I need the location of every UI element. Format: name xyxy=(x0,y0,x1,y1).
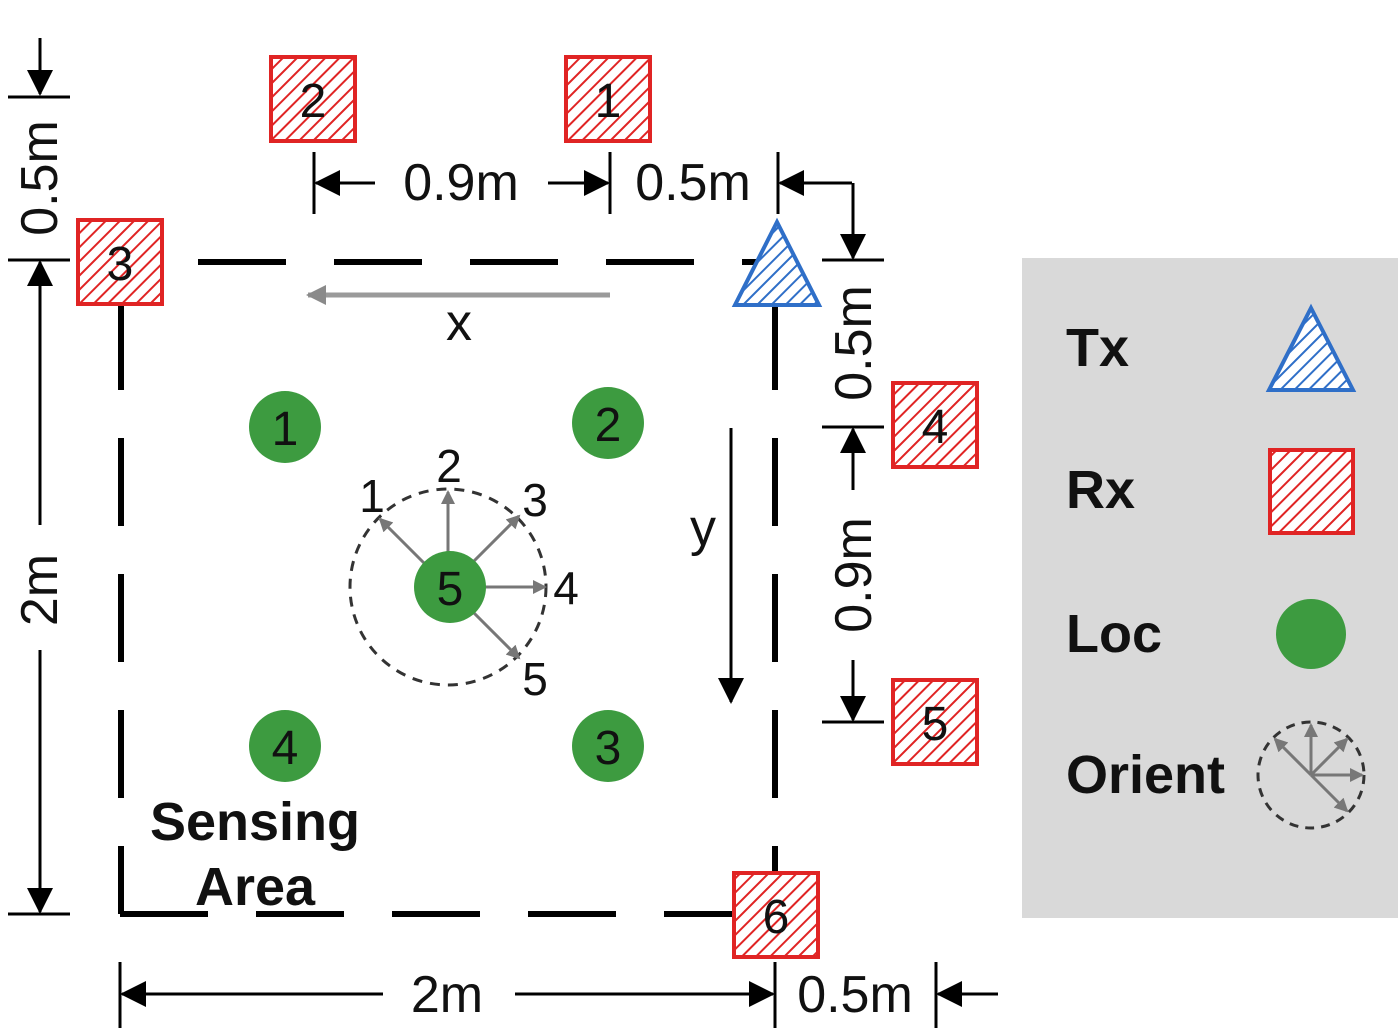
location-2: 2 xyxy=(572,387,644,459)
svg-text:5: 5 xyxy=(437,563,464,616)
sensing-area-label: Sensing Area xyxy=(150,790,365,917)
rx-1: 1 xyxy=(564,55,652,143)
legend-orient-label: Orient xyxy=(1066,745,1225,805)
rx-4: 4 xyxy=(891,381,979,469)
dim-rx2-to-rx1: 0.9m xyxy=(403,154,519,212)
svg-text:1: 1 xyxy=(595,75,622,128)
orientation-2-label: 2 xyxy=(436,440,462,492)
sensing-area-boundary xyxy=(118,259,778,917)
location-1: 1 xyxy=(249,391,321,463)
tx-triangle xyxy=(731,217,823,307)
rx-3: 3 xyxy=(76,218,164,306)
dim-tx-to-rx4: 0.5m xyxy=(825,285,883,401)
dim-rx4-to-rx5: 0.9m xyxy=(825,517,883,633)
svg-text:x: x xyxy=(446,294,472,352)
orientation-1-label: 1 xyxy=(359,470,385,522)
dimension-lines xyxy=(8,38,998,1028)
orientation-5-label: 5 xyxy=(522,653,548,705)
svg-text:4: 4 xyxy=(922,401,949,454)
x-axis-arrow: x xyxy=(306,285,610,352)
svg-text:2: 2 xyxy=(300,75,327,128)
svg-text:Sensing: Sensing xyxy=(150,792,360,852)
legend-tx-label: Tx xyxy=(1066,318,1129,378)
svg-text:6: 6 xyxy=(763,891,790,944)
orientation-4-label: 4 xyxy=(553,562,579,614)
legend-panel: Tx Rx Loc Orient xyxy=(1022,258,1398,918)
dim-bottom-width: 2m xyxy=(411,966,483,1024)
legend-orient-icon xyxy=(1256,720,1366,830)
svg-text:5: 5 xyxy=(922,698,949,751)
rx-2: 2 xyxy=(269,55,357,143)
dim-top-left-vertical: 0.5m xyxy=(11,120,69,236)
legend-loc-label: Loc xyxy=(1066,604,1162,664)
svg-text:3: 3 xyxy=(595,722,622,775)
legend-tx-icon xyxy=(1265,303,1357,392)
legend-loc-icon xyxy=(1276,599,1346,669)
location-3: 3 xyxy=(572,710,644,782)
svg-text:4: 4 xyxy=(272,722,299,775)
legend-rx-icon xyxy=(1268,448,1355,535)
svg-text:1: 1 xyxy=(272,403,299,456)
svg-text:2: 2 xyxy=(595,399,622,452)
svg-text:y: y xyxy=(690,499,716,557)
svg-text:Area: Area xyxy=(195,857,316,917)
dim-rx1-to-tx: 0.5m xyxy=(635,154,751,212)
location-4: 4 xyxy=(249,710,321,782)
rx-5: 5 xyxy=(891,678,979,766)
svg-text:3: 3 xyxy=(107,238,134,291)
location-5: 5 xyxy=(414,551,486,623)
y-axis-arrow: y xyxy=(690,428,744,704)
dim-left-height: 2m xyxy=(11,554,69,626)
dim-bottom-right: 0.5m xyxy=(797,966,913,1024)
rx-6: 6 xyxy=(732,871,820,959)
orientation-3-label: 3 xyxy=(522,474,548,526)
legend-rx-label: Rx xyxy=(1066,460,1135,520)
orientation-set: 1 2 3 4 5 xyxy=(348,440,579,705)
